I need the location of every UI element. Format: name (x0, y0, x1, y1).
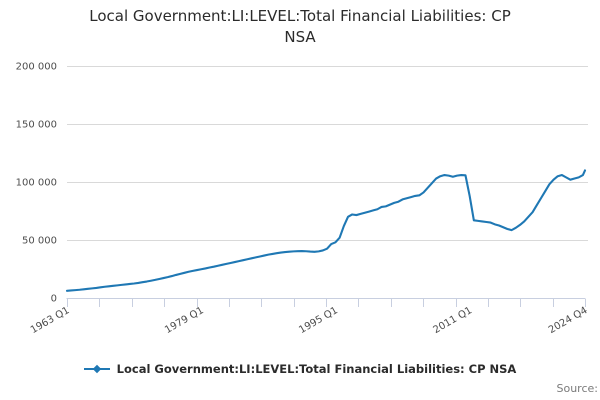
chart-legend: Local Government:LI:LEVEL:Total Financia… (0, 362, 600, 376)
series-line-total-financial-liabilities (65, 169, 587, 292)
y-tick-label: 0 (51, 294, 57, 305)
legend-marker-icon (83, 363, 110, 375)
y-tick-label: 50 000 (22, 236, 57, 247)
y-axis-tick-labels: 0 50 000 100 000 150 000 200 000 (16, 62, 57, 305)
x-tick-label: 2011 Q1 (432, 305, 475, 336)
y-tick-label: 200 000 (16, 62, 57, 73)
x-tick-label: 1995 Q1 (297, 305, 340, 336)
y-tick-label: 150 000 (16, 120, 57, 131)
source-note: Source: (556, 382, 599, 395)
x-tick-label: 2024 Q4 (547, 305, 590, 336)
legend-label: Local Government:LI:LEVEL:Total Financia… (116, 362, 517, 376)
x-axis-tick-labels: 1963 Q1 1979 Q1 1995 Q1 2011 Q1 2024 Q4 (29, 305, 590, 336)
chart-title: Local Government:LI:LEVEL:Total Financia… (89, 7, 511, 46)
x-tick-label: 1979 Q1 (163, 305, 206, 336)
y-gridlines (67, 66, 588, 241)
plot-area: 0 50 000 100 000 150 000 200 000 1963 Q1 1979… (16, 62, 590, 337)
x-tick-label: 1963 Q1 (29, 305, 72, 336)
x-axis-line-and-ticks (66, 298, 586, 307)
y-tick-label: 100 000 (16, 178, 57, 189)
